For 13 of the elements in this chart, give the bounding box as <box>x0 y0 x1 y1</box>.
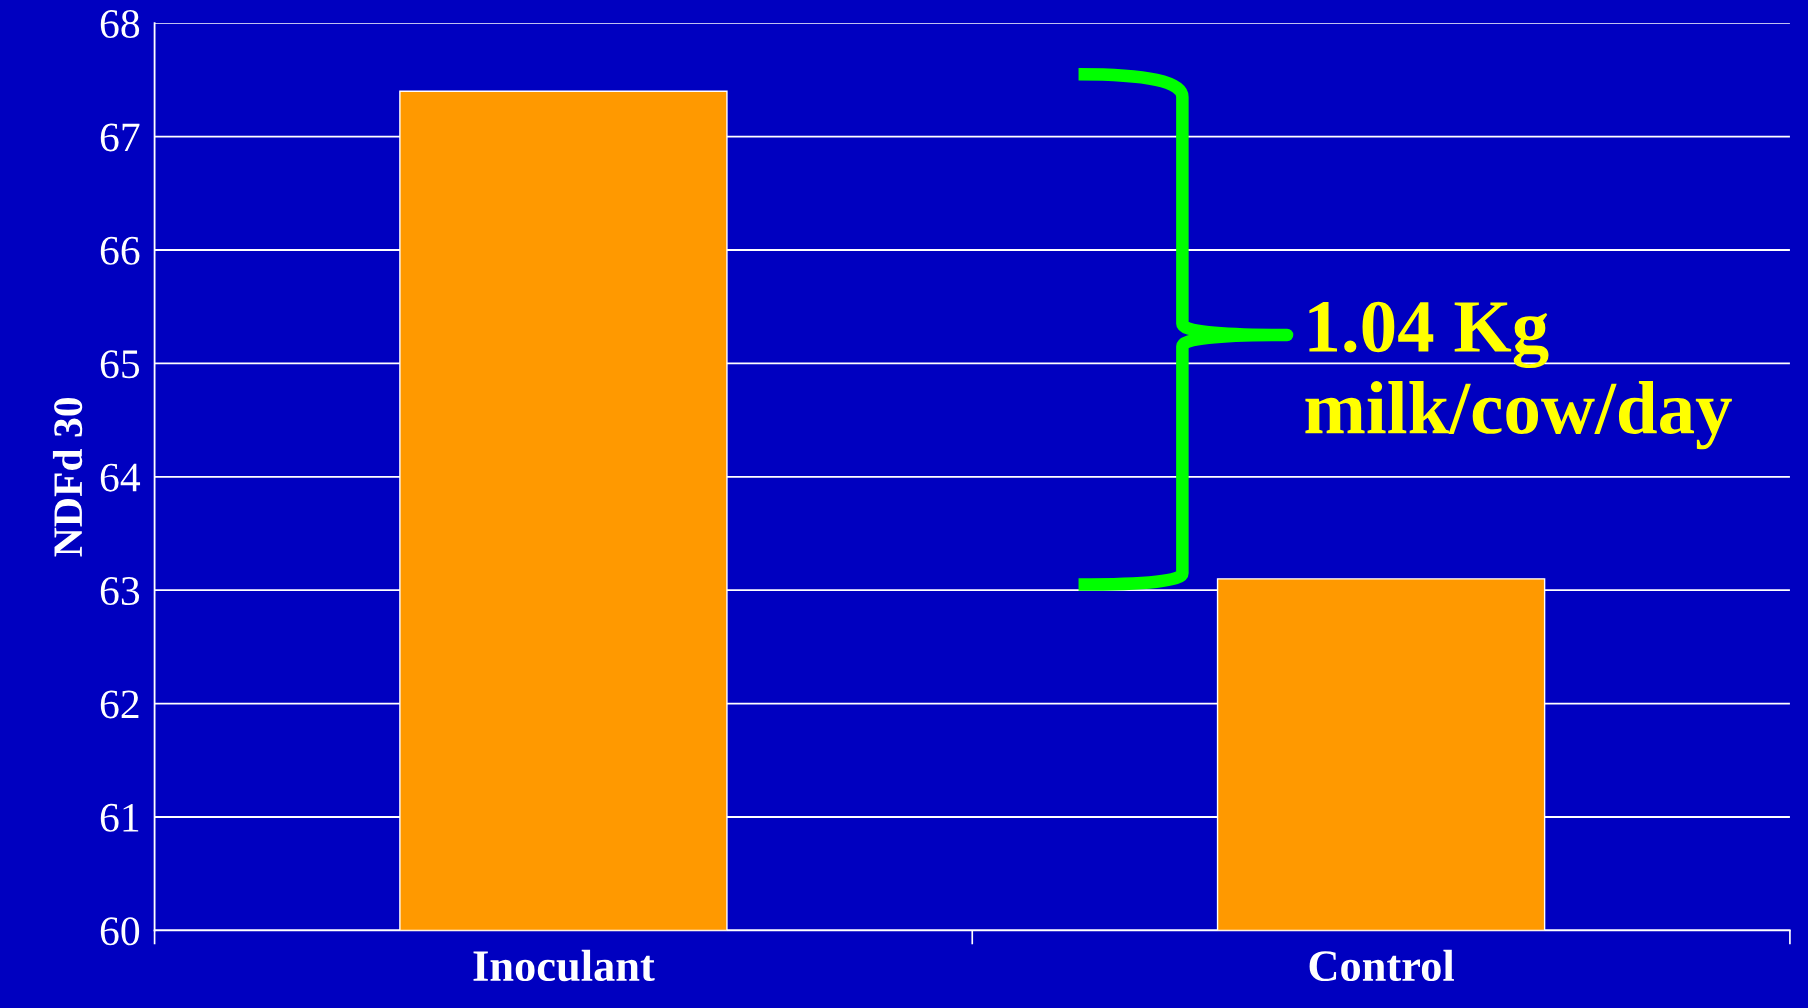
annotation: 1.04 Kg milk/cow/day <box>1305 301 1732 450</box>
y-tick-label: 66 <box>100 236 140 265</box>
y-axis-title: NDFd 30 <box>52 397 83 557</box>
x-tick-label: Inoculant <box>473 949 655 982</box>
y-tick-label: 61 <box>100 803 139 832</box>
y-tick-label: 60 <box>100 917 140 946</box>
y-tick-label: 63 <box>100 577 140 606</box>
y-tick-label: 65 <box>100 350 140 379</box>
y-tick-label: 68 <box>100 9 140 39</box>
y-tick-label: 64 <box>100 463 141 492</box>
y-tick-label: 62 <box>100 690 139 719</box>
y-tick-label: 67 <box>100 123 140 152</box>
x-tick-label: Control <box>1309 949 1455 982</box>
